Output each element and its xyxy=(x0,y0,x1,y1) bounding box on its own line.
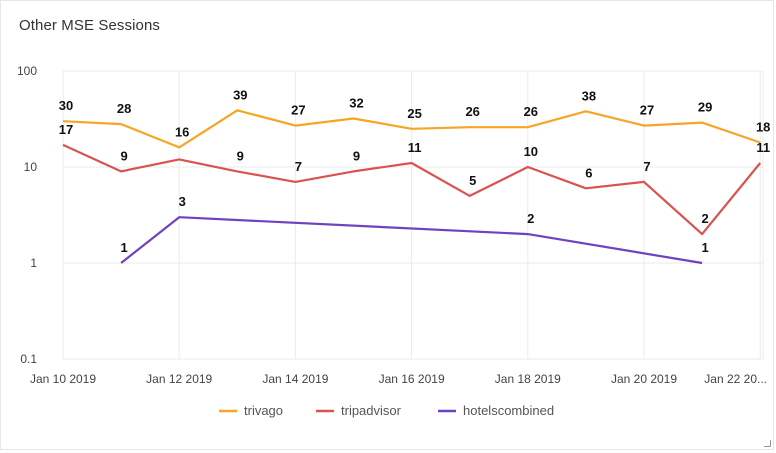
data-label-trivago: 29 xyxy=(698,100,712,115)
data-label-trivago: 26 xyxy=(524,104,538,119)
legend-item-hotelscombined[interactable]: hotelscombined xyxy=(438,403,554,418)
series-line-hotelscombined xyxy=(120,216,703,265)
data-label-tripadvisor: 10 xyxy=(524,144,538,159)
legend-label: tripadvisor xyxy=(341,403,402,418)
data-label-tripadvisor: 2 xyxy=(701,211,708,226)
x-tick-label: Jan 20 2019 xyxy=(611,372,677,386)
data-label-trivago: 30 xyxy=(59,98,73,113)
series-line-trivago xyxy=(62,109,761,149)
chart-title: Other MSE Sessions xyxy=(19,17,161,34)
data-label-trivago: 16 xyxy=(175,124,189,139)
legend-label: hotelscombined xyxy=(463,403,554,418)
x-tick-label: Jan 16 2019 xyxy=(379,372,445,386)
legend-item-tripadvisor[interactable]: tripadvisor xyxy=(316,403,402,418)
data-label-trivago: 27 xyxy=(640,103,654,118)
data-label-trivago: 26 xyxy=(465,104,479,119)
data-label-trivago: 38 xyxy=(582,88,596,103)
data-label-trivago: 39 xyxy=(233,87,247,102)
data-label-tripadvisor: 5 xyxy=(469,173,476,188)
y-tick-label: 1 xyxy=(30,256,37,270)
x-tick-label: Jan 18 2019 xyxy=(495,372,561,386)
data-label-hotelscombined: 3 xyxy=(179,194,186,209)
x-tick-label: Jan 22 20... xyxy=(704,372,767,386)
data-label-tripadvisor: 7 xyxy=(295,159,302,174)
x-tick-label: Jan 14 2019 xyxy=(262,372,328,386)
y-tick-label: 0.1 xyxy=(20,352,37,366)
data-label-tripadvisor: 9 xyxy=(353,148,360,163)
resize-handle[interactable] xyxy=(764,440,771,447)
data-label-tripadvisor: 17 xyxy=(59,122,73,137)
data-label-tripadvisor: 11 xyxy=(756,140,770,155)
data-label-hotelscombined: 2 xyxy=(527,211,534,226)
series-line-tripadvisor xyxy=(62,143,762,236)
data-label-trivago: 25 xyxy=(407,106,421,121)
y-tick-label: 100 xyxy=(17,64,37,78)
data-label-tripadvisor: 7 xyxy=(643,159,650,174)
data-label-trivago: 27 xyxy=(291,103,305,118)
data-label-tripadvisor: 9 xyxy=(120,148,127,163)
legend-item-trivago[interactable]: trivago xyxy=(219,403,283,418)
data-label-tripadvisor: 9 xyxy=(237,148,244,163)
data-label-trivago: 28 xyxy=(117,101,131,116)
data-label-tripadvisor: 11 xyxy=(408,140,422,155)
x-tick-label: Jan 10 2019 xyxy=(30,372,96,386)
y-tick-label: 10 xyxy=(24,160,38,174)
data-label-trivago: 32 xyxy=(349,96,363,111)
data-label-tripadvisor: 6 xyxy=(585,165,592,180)
data-label-hotelscombined: 1 xyxy=(701,240,708,255)
legend-label: trivago xyxy=(244,403,283,418)
data-label-trivago: 18 xyxy=(756,119,770,134)
data-label-hotelscombined: 1 xyxy=(120,240,127,255)
x-tick-label: Jan 12 2019 xyxy=(146,372,212,386)
